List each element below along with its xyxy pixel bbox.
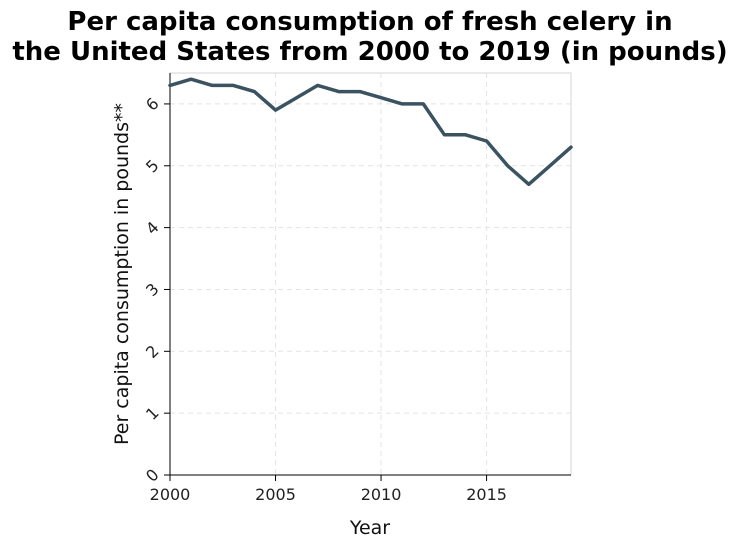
- x-tick-label: 2000: [150, 485, 191, 504]
- y-tick-label: 1: [142, 403, 163, 424]
- series-lines: [168, 77, 573, 187]
- x-axis-label: Year: [349, 517, 390, 539]
- chart-title-line-1: Per capita consumption of fresh celery i…: [67, 7, 672, 37]
- axes: [164, 73, 571, 481]
- y-tick-label: 0: [142, 465, 163, 486]
- x-tick-label: 2010: [361, 485, 402, 504]
- y-tick-label: 5: [142, 156, 163, 177]
- y-tick-label: 4: [142, 218, 163, 239]
- y-axis-label: Per capita consumption in pounds**: [111, 103, 133, 445]
- series-line-0: [168, 77, 573, 187]
- x-tick-label: 2015: [466, 485, 507, 504]
- y-tick-label: 2: [142, 341, 163, 362]
- plot-area-frame: [169, 72, 572, 476]
- x-tick-label: 2005: [255, 485, 296, 504]
- y-tick-label: 3: [142, 279, 163, 300]
- chart-title-line-2: the United States from 2000 to 2019 (in …: [12, 37, 727, 67]
- tick-labels: 0 1 2 3 4 5 6 2000 2005 2010 2015: [142, 94, 507, 504]
- gridlines: [170, 73, 571, 475]
- y-tick-label: 6: [142, 94, 163, 115]
